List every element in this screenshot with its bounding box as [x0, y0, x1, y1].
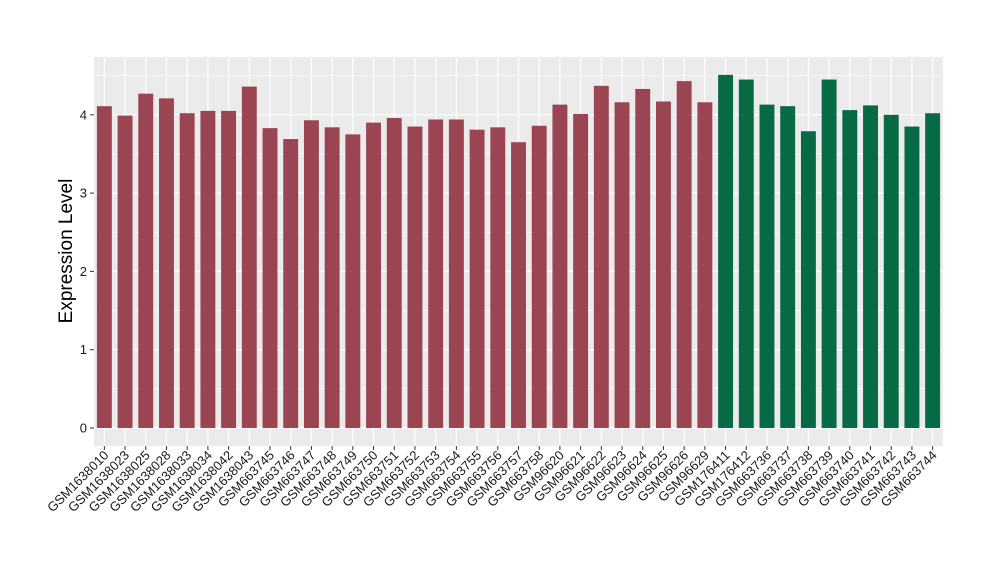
bar-GSM176412	[738, 79, 754, 428]
bar-GSM1638033	[179, 113, 195, 428]
bar-GSM663746	[283, 139, 299, 428]
bar-GSM96623	[614, 102, 630, 428]
bar-GSM1638043	[241, 86, 257, 428]
y-tick-label: 1	[80, 342, 87, 357]
bar-GSM663739	[821, 79, 837, 428]
bar-GSM96624	[635, 88, 651, 428]
bar-GSM663738	[800, 131, 816, 429]
bar-GSM663740	[842, 110, 858, 429]
bar-GSM663742	[883, 114, 899, 429]
bar-GSM663750	[366, 122, 382, 428]
y-tick-label: 3	[80, 186, 87, 201]
bar-GSM1638025	[138, 93, 154, 428]
bar-GSM96622	[593, 85, 609, 428]
bar-GSM663754	[448, 119, 464, 429]
bar-GSM663743	[904, 126, 920, 429]
bar-GSM1638034	[200, 110, 216, 428]
bar-GSM96626	[676, 81, 692, 429]
bar-GSM1638010	[96, 106, 112, 428]
bar-GSM96629	[697, 102, 713, 428]
y-tick-label: 0	[80, 421, 87, 436]
bar-GSM663748	[324, 127, 340, 428]
bar-GSM663753	[428, 119, 444, 429]
bar-GSM96620	[552, 104, 568, 428]
bar-GSM1638023	[117, 115, 133, 428]
bars	[96, 74, 941, 429]
y-axis-title: Expression Level	[56, 179, 77, 324]
bar-GSM663736	[759, 104, 775, 428]
bar-GSM1638042	[221, 110, 237, 428]
y-tick-label: 2	[80, 264, 87, 279]
bar-GSM663758	[531, 125, 547, 429]
bar-GSM96621	[573, 114, 589, 428]
bar-GSM96625	[655, 101, 671, 428]
bar-GSM663747	[303, 120, 319, 428]
bar-GSM1638028	[159, 98, 174, 429]
x-axis: GSM1638010GSM1638023GSM1638025GSM1638028…	[44, 446, 940, 515]
bar-GSM663756	[490, 127, 506, 428]
bar-GSM663737	[780, 106, 796, 428]
bar-GSM663752	[407, 126, 423, 429]
y-axis: 0 1 2 3 4	[80, 107, 94, 436]
bar-GSM663749	[345, 134, 361, 428]
y-tick-label: 4	[80, 107, 87, 122]
bar-GSM663745	[262, 128, 278, 428]
bar-GSM663755	[469, 129, 485, 428]
bar-GSM176411	[718, 74, 734, 428]
bar-GSM663741	[863, 105, 878, 429]
bar-GSM663757	[511, 142, 526, 428]
bar-GSM663751	[386, 117, 402, 428]
bar-GSM663744	[925, 113, 941, 428]
